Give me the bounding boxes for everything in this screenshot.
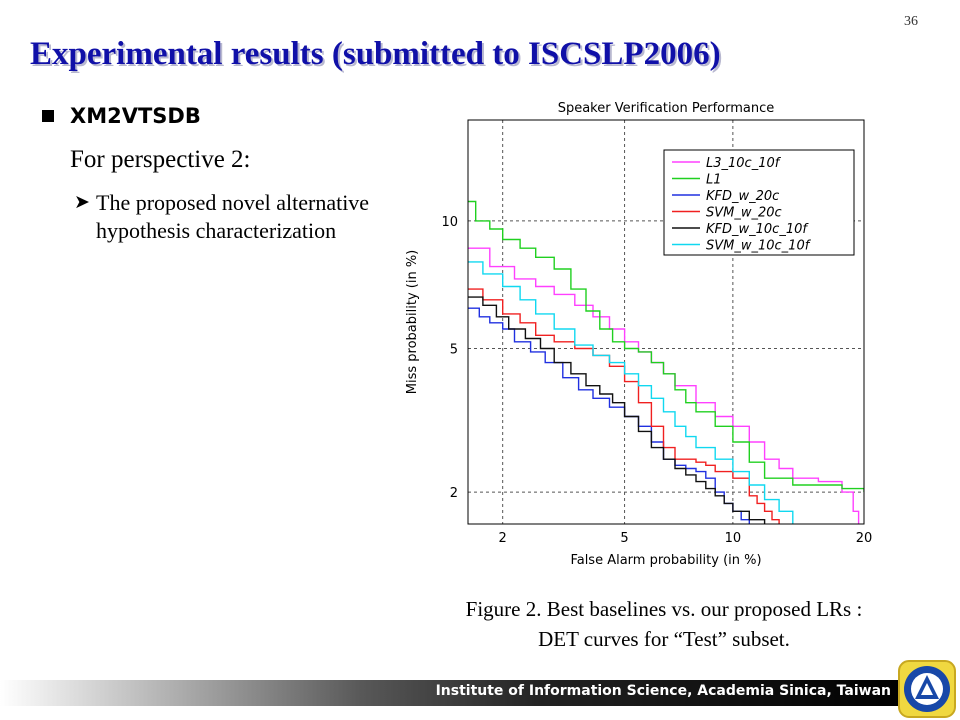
caption-line-2: DET curves for “Test” subset. xyxy=(538,627,790,651)
y-tick-label-1: 5 xyxy=(450,342,458,357)
series-line-SVM_w_20c xyxy=(468,288,780,524)
arrow-bullet-icon: ➤ xyxy=(74,192,90,213)
dataset-name: XM2VTSDB xyxy=(70,104,201,128)
slide-title: Experimental results (submitted to ISCSL… xyxy=(30,36,721,72)
institute-seal-icon xyxy=(898,660,956,718)
series-line-KFD_w_10c_10f xyxy=(468,296,766,524)
chart-title: Speaker Verification Performance xyxy=(558,101,775,116)
legend-label-KFD_w_20c: KFD_w_20c xyxy=(706,189,779,204)
perspective-heading: For perspective 2: xyxy=(70,146,251,173)
legend-box xyxy=(663,149,855,256)
footer-institute-text: Institute of Information Science, Academ… xyxy=(435,683,891,699)
plot-frame xyxy=(467,119,865,525)
description-text: The proposed novel alternative hypothesi… xyxy=(96,190,370,243)
legend-label-L1: L1 xyxy=(706,173,722,188)
legend-label-L3_10c_10f: L3_10c_10f xyxy=(706,156,782,171)
x-tick-label-1: 5 xyxy=(620,531,628,546)
series-line-SVM_w_10c_10f xyxy=(468,261,794,524)
x-tick-label-0: 2 xyxy=(499,531,507,546)
legend-label-SVM_w_20c: SVM_w_20c xyxy=(706,206,782,221)
y-tick-label-2: 10 xyxy=(441,215,458,230)
x-axis-label: False Alarm probability (in %) xyxy=(570,553,761,568)
figure-caption: Figure 2. Best baselines vs. our propose… xyxy=(390,594,938,654)
legend-label-SVM_w_10c_10f: SVM_w_10c_10f xyxy=(706,239,812,254)
x-tick-label-3: 20 xyxy=(856,531,873,546)
caption-line-1: Figure 2. Best baselines vs. our propose… xyxy=(465,597,863,621)
footer-bar: Institute of Information Science, Academ… xyxy=(0,680,905,706)
square-bullet-icon xyxy=(42,110,54,122)
det-chart: 2 5 10 20 2 5 10 Speaker Verification Performan… xyxy=(405,101,873,568)
legend-label-KFD_w_10c_10f: KFD_w_10c_10f xyxy=(706,222,809,237)
x-tick-label-2: 10 xyxy=(725,531,742,546)
slide-number: 36 xyxy=(904,14,918,29)
series-line-L1 xyxy=(468,200,864,493)
y-axis-label: Miss probability (in %) xyxy=(405,250,420,394)
description-bullet: ➤ The proposed novel alternative hypothe… xyxy=(74,189,386,245)
y-tick-label-0: 2 xyxy=(450,486,458,501)
dataset-bullet: XM2VTSDB xyxy=(42,104,201,128)
